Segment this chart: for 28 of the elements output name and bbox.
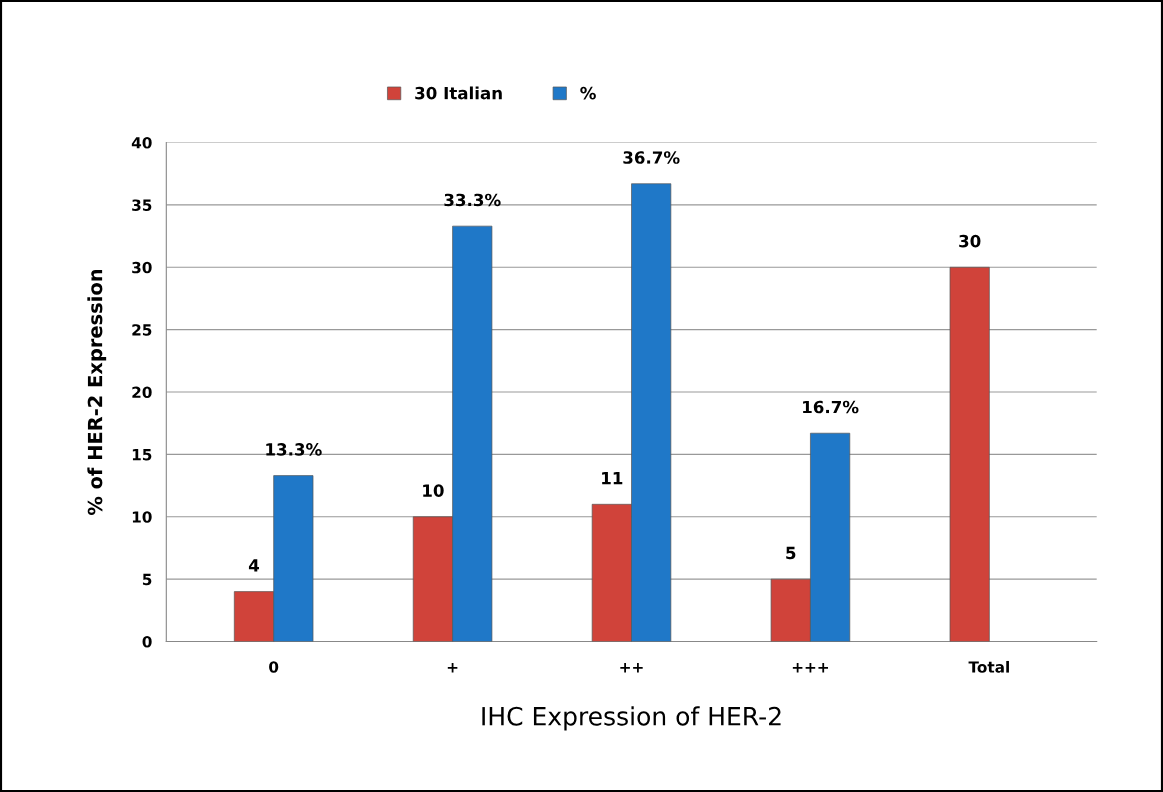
y-tick-label: 35 [132, 199, 152, 211]
y-tick-label: 10 [132, 511, 152, 523]
y-tick-label: 25 [132, 324, 152, 336]
y-tick-label: 15 [132, 449, 152, 461]
y-tick-label: 0 [142, 635, 152, 648]
y-tick-label: 5 [142, 573, 152, 586]
x-tick-label: 0 [269, 661, 279, 673]
data-label: 33.3% [444, 193, 501, 207]
legend-label: 30 Italian [415, 86, 502, 100]
data-label: 11 [602, 472, 623, 485]
y-tick-label: 40 [131, 137, 152, 149]
x-tick-label: ++ [620, 662, 643, 673]
bar [949, 266, 990, 642]
x-axis-title: IHC Expression of HER-2 [482, 706, 781, 731]
x-tick-label: Total [968, 660, 1009, 673]
data-label: 4 [248, 559, 260, 572]
data-label: 10 [423, 484, 444, 497]
y-tick-label: 30 [132, 261, 152, 274]
data-label: 13.3% [266, 443, 322, 456]
y-axis-title: % of HER-2 Expression [87, 269, 107, 516]
data-label: 36.7% [623, 151, 680, 164]
y-tick-label: 20 [132, 386, 152, 399]
legend-label: % [580, 86, 596, 100]
data-label: 30 [959, 234, 981, 248]
data-label: 16.7% [803, 400, 859, 414]
x-tick-label: + [447, 662, 458, 673]
x-tick-label: +++ [792, 662, 829, 673]
data-label: 5 [786, 546, 796, 560]
